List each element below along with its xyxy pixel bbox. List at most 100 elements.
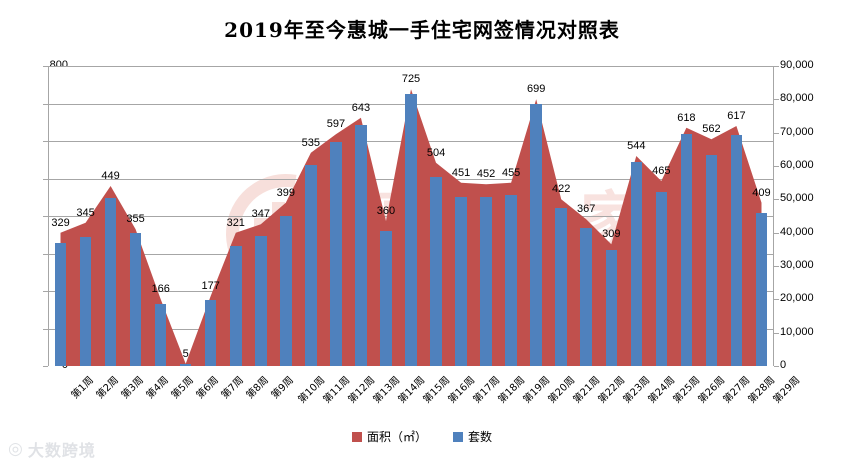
data-label: 643 <box>351 101 371 114</box>
bar[interactable] <box>255 235 267 366</box>
x-tick-label: 第7周 <box>219 374 246 402</box>
bar[interactable] <box>104 197 117 366</box>
tick-mark-left <box>43 178 48 180</box>
x-tick-label: 第17周 <box>471 374 503 406</box>
data-label: 177 <box>201 280 220 292</box>
x-tick-label: 第18周 <box>496 374 528 406</box>
bar[interactable] <box>705 155 718 366</box>
legend-swatch-icon <box>453 431 463 442</box>
chart-legend: 面积（㎡） 套数 <box>0 428 844 445</box>
bar[interactable] <box>79 236 92 366</box>
bar[interactable] <box>305 165 317 366</box>
data-label: 347 <box>251 208 270 221</box>
bar[interactable] <box>480 196 492 366</box>
bar[interactable] <box>555 207 567 366</box>
tick-mark-left <box>43 216 48 217</box>
bar[interactable] <box>680 134 693 366</box>
y-tick-right: 0 <box>780 359 787 371</box>
x-tick-label: 第25周 <box>671 374 703 406</box>
tick-mark-right <box>774 366 779 367</box>
tick-mark-right <box>774 99 779 101</box>
axis-line-left <box>48 66 49 366</box>
bar[interactable] <box>580 228 592 366</box>
data-label: 329 <box>51 216 70 229</box>
bar[interactable] <box>330 142 342 366</box>
x-tick-label: 第2周 <box>94 374 121 402</box>
bar[interactable] <box>129 232 142 366</box>
bar[interactable] <box>204 299 217 366</box>
tick-mark-right <box>774 266 779 267</box>
tick-mark-right <box>774 132 779 134</box>
legend-label: 面积（㎡） <box>366 430 427 444</box>
data-label: 309 <box>602 228 621 241</box>
tick-mark-left <box>43 141 48 142</box>
data-label: 699 <box>526 83 546 96</box>
data-label: 449 <box>101 170 120 182</box>
bar[interactable] <box>154 303 167 366</box>
chart-title: 2019年至今惠城一手住宅网签情况对照表 <box>224 18 620 42</box>
data-label: 409 <box>752 186 771 199</box>
x-tick-label: 第16周 <box>446 374 478 406</box>
bar[interactable] <box>455 196 467 366</box>
data-label: 452 <box>476 168 496 181</box>
bar[interactable] <box>505 195 517 366</box>
data-label: 345 <box>76 206 95 219</box>
axis-line-right <box>773 66 774 366</box>
tick-mark-left <box>43 328 48 330</box>
x-tick-label: 第29周 <box>771 374 803 406</box>
y-tick-right: 90,000 <box>780 59 814 71</box>
data-label: 504 <box>426 146 446 159</box>
corner-logo: ◎ 大数跨境 <box>8 437 96 461</box>
tick-mark-left <box>43 66 48 67</box>
x-tick-label: 第20周 <box>546 374 578 406</box>
x-tick-label: 第10周 <box>296 374 328 406</box>
legend-item[interactable]: 面积（㎡） <box>351 428 427 445</box>
tick-mark-left <box>43 291 48 292</box>
legend-item[interactable]: 套数 <box>453 428 492 445</box>
data-label: 535 <box>301 136 321 149</box>
bar[interactable] <box>730 134 743 366</box>
data-label: 360 <box>376 205 396 217</box>
y-tick-right: 10,000 <box>780 325 814 338</box>
tick-mark-left <box>43 253 48 255</box>
data-label: 321 <box>226 216 245 229</box>
y-tick-right: 30,000 <box>780 259 814 271</box>
data-label: 399 <box>276 186 295 199</box>
data-label: 367 <box>577 203 596 216</box>
bar[interactable] <box>530 103 542 366</box>
data-label: 544 <box>627 140 646 152</box>
bar[interactable] <box>179 364 192 366</box>
tick-mark-right <box>774 66 779 67</box>
data-labels: 329 345 449 355 166 5 177 321 347 399 535 597 643 360… <box>48 66 774 366</box>
bar[interactable] <box>230 245 242 366</box>
bar[interactable] <box>54 242 67 366</box>
bar[interactable] <box>405 94 417 366</box>
data-label: 166 <box>151 283 170 296</box>
corner-logo-name: 大数跨境 <box>27 441 96 460</box>
x-tick-label: 第24周 <box>646 374 678 406</box>
bar[interactable] <box>430 177 442 366</box>
bar[interactable] <box>655 191 668 366</box>
data-label: 562 <box>702 123 721 136</box>
bar[interactable] <box>280 216 292 366</box>
x-tick-label: 第13周 <box>371 374 403 406</box>
tick-mark-right <box>774 166 779 167</box>
tick-mark-right <box>774 199 779 201</box>
bar[interactable] <box>605 250 618 366</box>
x-axis-labels: 第1周 第2周 第3周 第4周 第5周 第6周 第7周 第8周 第9周 第10周 第11周 第12周第… <box>48 368 803 418</box>
bar[interactable] <box>755 212 768 366</box>
plot-area: 惠居之家 WWW.FZ0752.COM 惠州房地产权威媒体 3293454493… <box>43 66 779 367</box>
bar[interactable] <box>630 162 643 366</box>
bar[interactable] <box>355 124 367 366</box>
x-tick-label: 第22周 <box>596 374 628 406</box>
x-tick-label: 第8周 <box>244 374 271 402</box>
y-tick-right: 20,000 <box>780 292 814 305</box>
x-tick-label: 第5周 <box>169 374 196 402</box>
data-label: 422 <box>552 183 571 196</box>
tick-mark-right <box>774 232 779 234</box>
x-tick-label: 第21周 <box>571 374 603 406</box>
x-tick-label: 第3周 <box>119 374 146 402</box>
bar[interactable] <box>380 231 392 366</box>
y-tick-right: 40,000 <box>780 225 814 238</box>
y-tick-right: 50,000 <box>780 192 814 205</box>
